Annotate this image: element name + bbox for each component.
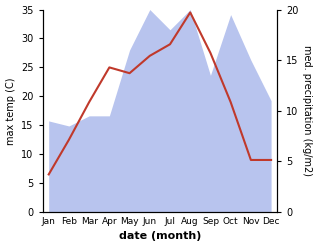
Y-axis label: max temp (C): max temp (C)	[5, 77, 16, 144]
X-axis label: date (month): date (month)	[119, 231, 201, 242]
Y-axis label: med. precipitation (kg/m2): med. precipitation (kg/m2)	[302, 45, 313, 176]
